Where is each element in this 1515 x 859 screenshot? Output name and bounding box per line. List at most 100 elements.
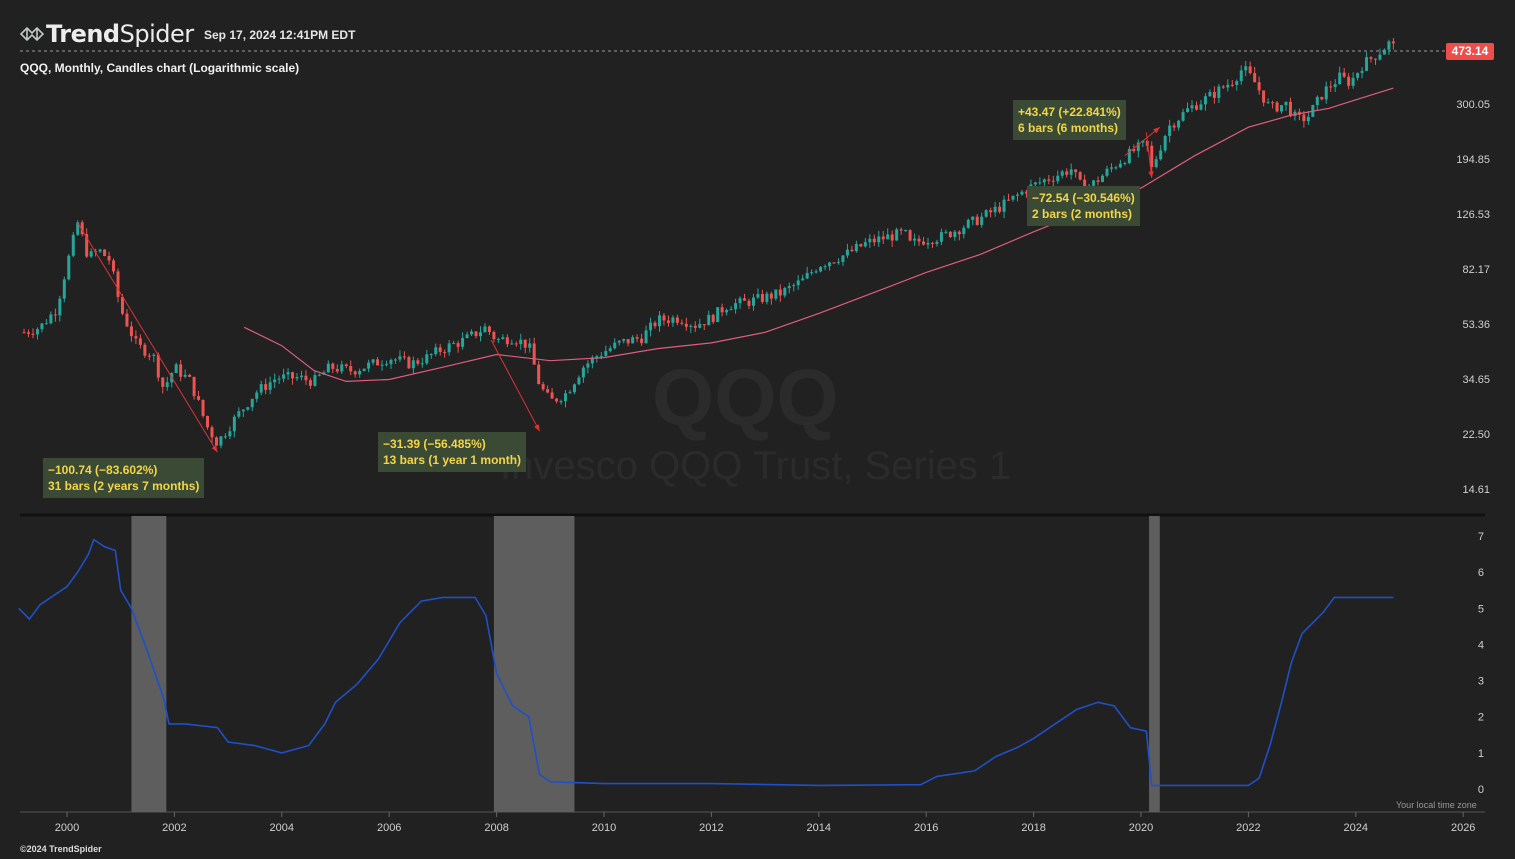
annotation-box[interactable]: −72.54 (−30.546%) 2 bars (2 months) — [1027, 186, 1140, 226]
annotation-box[interactable]: −31.39 (−56.485%) 13 bars (1 year 1 mont… — [378, 432, 527, 472]
candle — [214, 437, 218, 446]
candle — [49, 314, 53, 324]
candle — [1096, 180, 1100, 182]
candle — [765, 293, 769, 302]
candle — [138, 338, 142, 345]
annotation-change: −72.54 (−30.546%) — [1032, 191, 1135, 205]
candle — [1351, 77, 1355, 86]
watermark-name: Invesco QQQ Trust, Series 1 — [500, 444, 1012, 488]
candle — [201, 399, 205, 416]
candle — [188, 374, 192, 377]
candle — [1118, 163, 1122, 168]
candle — [711, 314, 715, 323]
candle — [926, 242, 930, 245]
candle — [760, 294, 764, 302]
annotation-box[interactable]: +43.47 (+22.841%) 6 bars (6 months) — [1013, 100, 1126, 140]
candle — [904, 230, 908, 232]
annotation-change: −100.74 (−83.602%) — [48, 463, 158, 477]
candle — [1320, 96, 1324, 100]
recession-band — [1149, 516, 1160, 812]
candle — [1123, 163, 1127, 165]
candle — [631, 337, 635, 344]
candle — [277, 378, 281, 380]
candle — [1065, 171, 1069, 175]
candle — [385, 364, 389, 366]
price-tick-label: 53.36 — [1462, 319, 1490, 331]
candle — [1302, 114, 1306, 122]
measure-arrowhead — [1153, 127, 1160, 134]
candle — [1042, 179, 1046, 183]
candle — [35, 329, 39, 335]
candle — [228, 431, 232, 437]
candle — [1132, 148, 1136, 152]
candle — [1060, 171, 1064, 176]
candle — [649, 322, 653, 331]
recession-band — [493, 516, 575, 812]
candle — [895, 229, 899, 241]
candle — [367, 362, 371, 369]
candle — [948, 231, 952, 238]
candle — [599, 355, 603, 357]
candle — [1177, 120, 1181, 128]
candle — [1257, 82, 1261, 91]
price-tick-label: 300.05 — [1456, 99, 1490, 111]
candle — [452, 343, 456, 345]
candle — [939, 232, 943, 242]
candle — [478, 332, 482, 337]
candle — [1015, 194, 1019, 196]
candle — [129, 326, 133, 337]
copyright: ©2024 TrendSpider — [20, 844, 102, 854]
candle — [1002, 199, 1006, 212]
brand-logo: TrendSpider — [18, 20, 194, 48]
candle — [1244, 66, 1248, 71]
candle — [698, 324, 702, 328]
candle — [546, 389, 550, 393]
x-tick-label: 2022 — [1236, 822, 1260, 834]
candle — [1011, 195, 1015, 200]
candle — [908, 230, 912, 241]
candle — [640, 338, 644, 344]
candle — [340, 364, 344, 372]
chart-subtitle: QQQ, Monthly, Candles chart (Logarithmic… — [20, 61, 300, 75]
candle — [787, 286, 791, 289]
candle — [210, 427, 214, 438]
candle — [268, 382, 272, 390]
candle — [1221, 86, 1225, 88]
candle — [465, 334, 469, 338]
candle — [662, 315, 666, 321]
candle — [434, 347, 438, 355]
rate-tick-label: 5 — [1478, 603, 1484, 615]
rate-tick-label: 3 — [1478, 676, 1484, 688]
candle — [1168, 125, 1172, 136]
x-tick-label: 2012 — [699, 822, 723, 834]
candle — [447, 343, 451, 353]
measure-arrowhead — [211, 445, 218, 453]
candle — [125, 313, 129, 327]
candle — [993, 206, 997, 213]
candle — [429, 354, 433, 356]
candle — [604, 351, 608, 356]
candle — [76, 222, 80, 235]
candle — [259, 384, 263, 393]
candle — [1154, 159, 1158, 168]
candle — [1190, 105, 1194, 109]
candle — [1315, 96, 1319, 105]
candle — [1172, 125, 1176, 128]
candle — [393, 359, 397, 361]
annotation-box[interactable]: −100.74 (−83.602%) 31 bars (2 years 7 mo… — [43, 458, 205, 498]
candle — [917, 238, 921, 242]
candle — [971, 216, 975, 220]
candle — [358, 371, 362, 375]
candle — [783, 288, 787, 296]
candle — [85, 234, 89, 257]
candle — [1069, 169, 1073, 175]
candle — [402, 356, 406, 358]
candle — [1253, 73, 1257, 83]
candle — [282, 374, 286, 379]
candle — [156, 354, 160, 378]
candle — [801, 278, 805, 281]
x-tick-label: 2014 — [807, 822, 831, 834]
candle — [510, 343, 514, 345]
candle — [550, 392, 554, 399]
